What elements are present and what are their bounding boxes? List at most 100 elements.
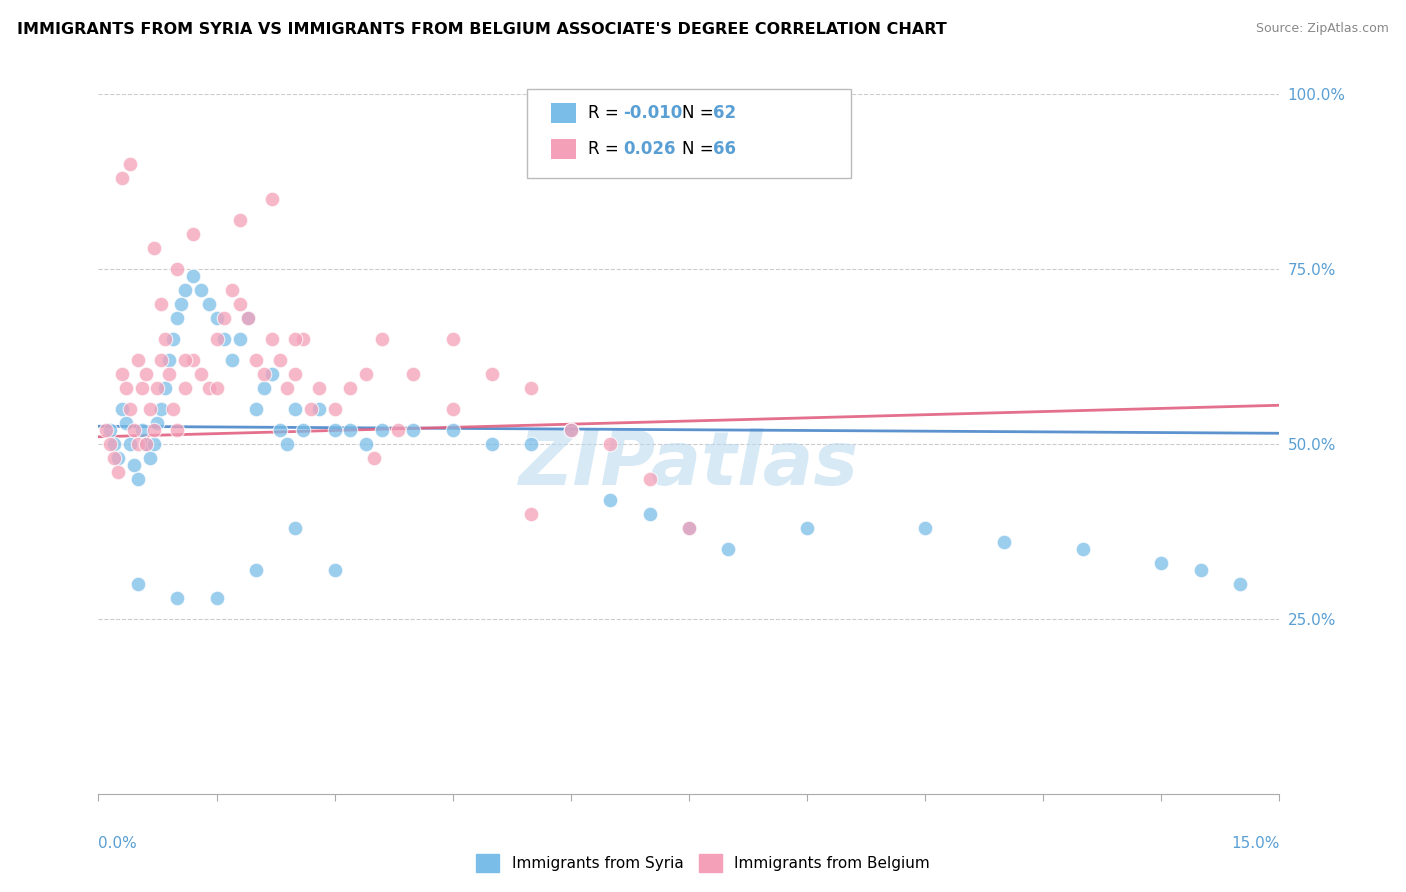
Text: 62: 62: [713, 104, 735, 122]
Point: [284, 332, 307, 346]
Point: [181, 227, 204, 241]
Point: [131, 381, 153, 395]
Point: [229, 332, 252, 346]
Point: [138, 401, 160, 416]
Point: [229, 212, 252, 227]
Point: [150, 296, 173, 311]
Point: [138, 450, 160, 465]
Point: [135, 436, 157, 450]
Point: [142, 436, 165, 450]
Legend: Immigrants from Syria, Immigrants from Belgium: Immigrants from Syria, Immigrants from B…: [468, 846, 938, 880]
Point: [284, 367, 307, 381]
Point: [221, 352, 243, 367]
Point: [166, 423, 188, 437]
Text: IMMIGRANTS FROM SYRIA VS IMMIGRANTS FROM BELGIUM ASSOCIATE'S DEGREE CORRELATION : IMMIGRANTS FROM SYRIA VS IMMIGRANTS FROM…: [17, 22, 946, 37]
Point: [599, 492, 621, 507]
Point: [402, 423, 425, 437]
Point: [118, 401, 141, 416]
Point: [197, 296, 219, 311]
Point: [96, 423, 118, 437]
Point: [103, 436, 125, 450]
Point: [323, 563, 346, 577]
Point: [387, 423, 409, 437]
Point: [155, 332, 177, 346]
Point: [214, 332, 236, 346]
Point: [103, 450, 125, 465]
Point: [155, 381, 177, 395]
Point: [131, 423, 153, 437]
Point: [174, 381, 197, 395]
Point: [118, 436, 141, 450]
Point: [323, 401, 346, 416]
Point: [245, 401, 267, 416]
Point: [441, 423, 464, 437]
Point: [127, 472, 149, 486]
Point: [354, 436, 377, 450]
Point: [174, 283, 197, 297]
Point: [229, 296, 252, 311]
Point: [260, 332, 283, 346]
Point: [111, 401, 134, 416]
Point: [157, 367, 180, 381]
Point: [299, 401, 322, 416]
Point: [339, 423, 361, 437]
Point: [190, 283, 212, 297]
Point: [678, 521, 700, 535]
Point: [111, 367, 134, 381]
Text: 0.026: 0.026: [623, 140, 675, 158]
Text: R =: R =: [588, 104, 624, 122]
Point: [914, 521, 936, 535]
Point: [135, 367, 157, 381]
Point: [236, 310, 259, 325]
Point: [284, 401, 307, 416]
Point: [292, 423, 315, 437]
Point: [371, 332, 394, 346]
Point: [162, 332, 184, 346]
Point: [560, 423, 582, 437]
Point: [205, 591, 228, 605]
Point: [214, 310, 236, 325]
Point: [181, 352, 204, 367]
Point: [276, 381, 298, 395]
Point: [520, 381, 543, 395]
Point: [245, 352, 267, 367]
Point: [599, 436, 621, 450]
Text: 0.0%: 0.0%: [98, 836, 138, 851]
Text: N =: N =: [682, 104, 718, 122]
Point: [638, 507, 661, 521]
Point: [796, 521, 818, 535]
Text: -0.010: -0.010: [623, 104, 682, 122]
Point: [205, 332, 228, 346]
Point: [441, 401, 464, 416]
Point: [142, 241, 165, 255]
Point: [1071, 541, 1094, 556]
Point: [253, 381, 276, 395]
Point: [1150, 556, 1173, 570]
Point: [150, 352, 173, 367]
Point: [205, 381, 228, 395]
Point: [339, 381, 361, 395]
Point: [190, 367, 212, 381]
Point: [308, 401, 330, 416]
Point: [441, 332, 464, 346]
Point: [166, 261, 188, 276]
Point: [993, 534, 1015, 549]
Point: [98, 423, 121, 437]
Text: 66: 66: [713, 140, 735, 158]
Point: [323, 423, 346, 437]
Point: [146, 416, 169, 430]
Point: [402, 367, 425, 381]
Point: [1229, 577, 1251, 591]
Point: [127, 436, 149, 450]
Point: [371, 423, 394, 437]
Point: [135, 436, 157, 450]
Text: 15.0%: 15.0%: [1232, 836, 1279, 851]
Point: [107, 450, 129, 465]
Point: [481, 436, 503, 450]
Point: [166, 591, 188, 605]
Point: [122, 423, 145, 437]
Point: [162, 401, 184, 416]
Point: [115, 381, 138, 395]
Point: [127, 577, 149, 591]
Point: [170, 296, 193, 311]
